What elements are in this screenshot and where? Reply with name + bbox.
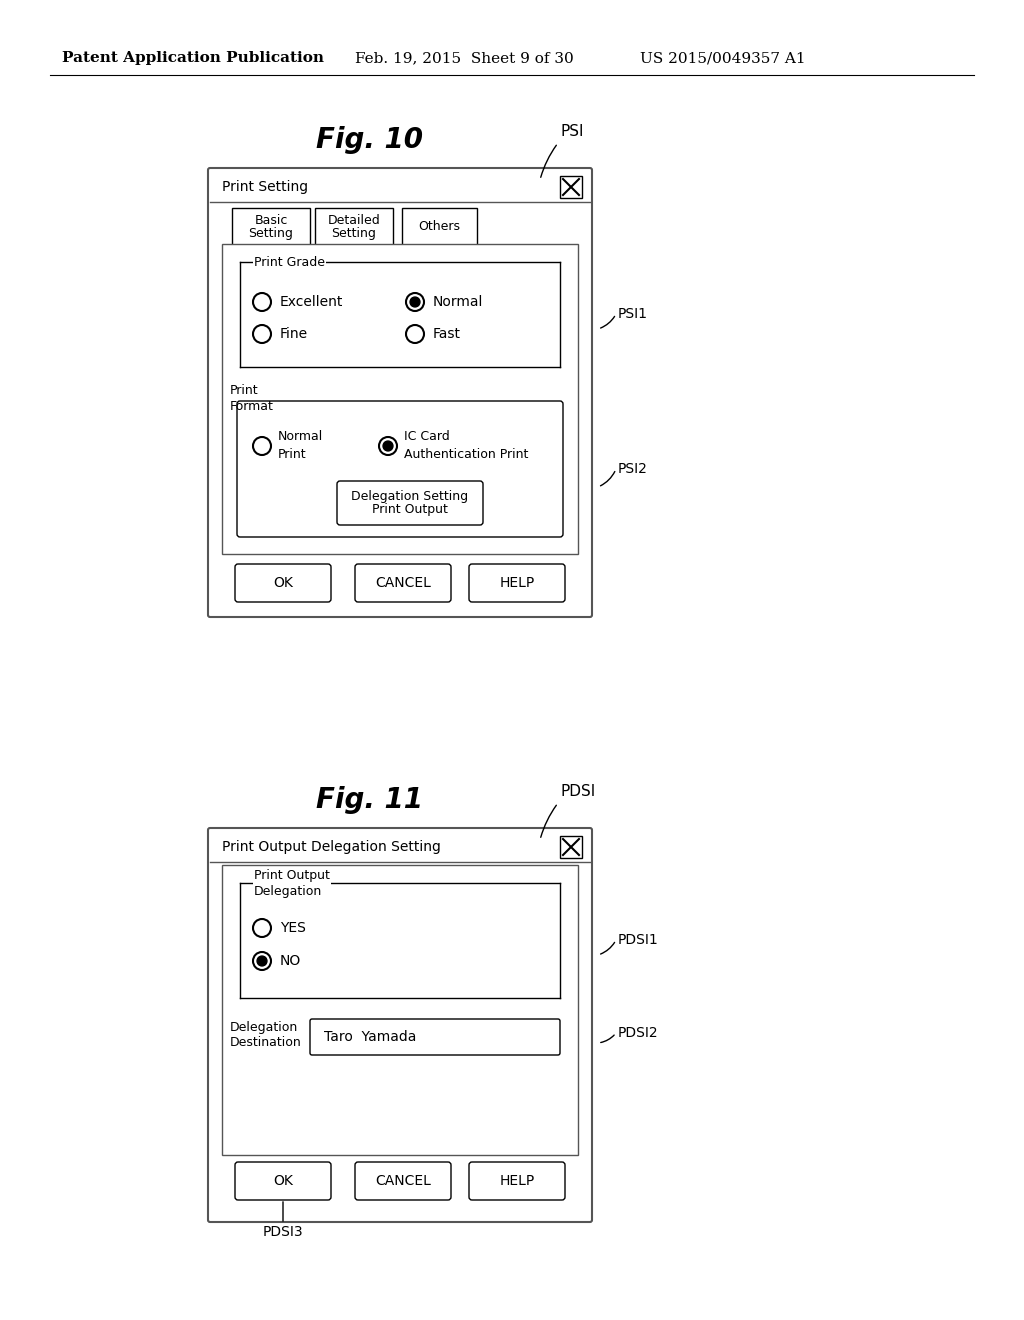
- Text: NO: NO: [280, 954, 301, 968]
- Text: OK: OK: [273, 1173, 293, 1188]
- Text: Print Grade: Print Grade: [254, 256, 325, 269]
- Text: Setting: Setting: [249, 227, 294, 240]
- Text: OK: OK: [273, 576, 293, 590]
- Text: Authentication Print: Authentication Print: [404, 449, 528, 462]
- FancyBboxPatch shape: [208, 168, 592, 616]
- Text: Print Setting: Print Setting: [222, 180, 308, 194]
- Text: IC Card: IC Card: [404, 430, 450, 444]
- Text: Print Output: Print Output: [372, 503, 447, 516]
- Text: CANCEL: CANCEL: [375, 1173, 431, 1188]
- Text: Normal: Normal: [278, 430, 324, 444]
- Text: YES: YES: [280, 921, 306, 935]
- Text: Fast: Fast: [433, 327, 461, 341]
- Text: Print Output
Delegation: Print Output Delegation: [254, 870, 330, 899]
- Circle shape: [383, 441, 393, 451]
- Text: Print
Format: Print Format: [230, 384, 273, 413]
- Bar: [560, 176, 582, 198]
- Text: Delegation Setting: Delegation Setting: [351, 490, 469, 503]
- Bar: [232, 209, 310, 246]
- FancyBboxPatch shape: [469, 1162, 565, 1200]
- FancyBboxPatch shape: [355, 564, 451, 602]
- Text: Fig. 11: Fig. 11: [316, 785, 424, 814]
- FancyBboxPatch shape: [234, 564, 331, 602]
- Text: PDSI1: PDSI1: [618, 933, 658, 946]
- FancyBboxPatch shape: [208, 828, 592, 1222]
- Text: Fig. 10: Fig. 10: [316, 125, 424, 154]
- Text: Detailed: Detailed: [328, 214, 380, 227]
- Bar: [402, 209, 477, 246]
- Text: PSI: PSI: [560, 124, 584, 140]
- Text: Print: Print: [278, 449, 306, 462]
- Text: CANCEL: CANCEL: [375, 576, 431, 590]
- Circle shape: [257, 956, 267, 966]
- Text: Basic: Basic: [254, 214, 288, 227]
- Bar: [222, 244, 578, 554]
- Text: Patent Application Publication: Patent Application Publication: [62, 51, 324, 65]
- Text: PDSI3: PDSI3: [263, 1225, 303, 1239]
- FancyBboxPatch shape: [310, 1019, 560, 1055]
- Circle shape: [410, 297, 420, 308]
- Text: PDSI2: PDSI2: [618, 1026, 658, 1040]
- Text: Fine: Fine: [280, 327, 308, 341]
- Text: US 2015/0049357 A1: US 2015/0049357 A1: [640, 51, 806, 65]
- Text: HELP: HELP: [500, 1173, 535, 1188]
- FancyBboxPatch shape: [469, 564, 565, 602]
- Text: PSI2: PSI2: [618, 462, 648, 477]
- FancyBboxPatch shape: [237, 401, 563, 537]
- FancyBboxPatch shape: [355, 1162, 451, 1200]
- Text: Feb. 19, 2015  Sheet 9 of 30: Feb. 19, 2015 Sheet 9 of 30: [355, 51, 573, 65]
- FancyBboxPatch shape: [234, 1162, 331, 1200]
- Text: Others: Others: [419, 220, 461, 234]
- Text: Print Output Delegation Setting: Print Output Delegation Setting: [222, 840, 441, 854]
- Text: PSI1: PSI1: [618, 308, 648, 321]
- Text: HELP: HELP: [500, 576, 535, 590]
- Text: Taro  Yamada: Taro Yamada: [324, 1030, 417, 1044]
- Text: Setting: Setting: [332, 227, 377, 240]
- FancyBboxPatch shape: [337, 480, 483, 525]
- Text: Delegation
Destination: Delegation Destination: [230, 1020, 302, 1049]
- Text: PDSI: PDSI: [560, 784, 595, 800]
- Bar: [222, 865, 578, 1155]
- Text: Normal: Normal: [433, 294, 483, 309]
- Text: Excellent: Excellent: [280, 294, 343, 309]
- Bar: [560, 836, 582, 858]
- Bar: [315, 209, 393, 246]
